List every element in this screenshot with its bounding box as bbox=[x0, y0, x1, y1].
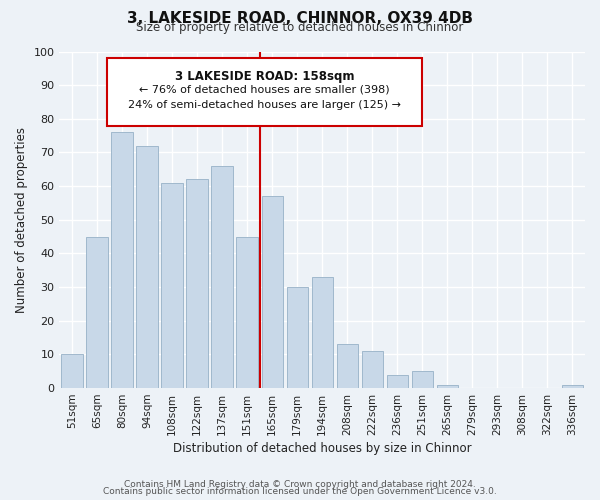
Bar bbox=[362, 351, 383, 388]
Bar bbox=[562, 384, 583, 388]
Text: 3 LAKESIDE ROAD: 158sqm: 3 LAKESIDE ROAD: 158sqm bbox=[175, 70, 354, 83]
Bar bbox=[187, 180, 208, 388]
Bar bbox=[136, 146, 158, 388]
Bar bbox=[112, 132, 133, 388]
Bar bbox=[211, 166, 233, 388]
Bar bbox=[262, 196, 283, 388]
Y-axis label: Number of detached properties: Number of detached properties bbox=[15, 127, 28, 313]
FancyBboxPatch shape bbox=[107, 58, 422, 126]
Bar bbox=[386, 374, 408, 388]
Text: 24% of semi-detached houses are larger (125) →: 24% of semi-detached houses are larger (… bbox=[128, 100, 401, 110]
Bar bbox=[161, 183, 182, 388]
Text: Contains HM Land Registry data © Crown copyright and database right 2024.: Contains HM Land Registry data © Crown c… bbox=[124, 480, 476, 489]
Bar bbox=[412, 371, 433, 388]
Text: Contains public sector information licensed under the Open Government Licence v3: Contains public sector information licen… bbox=[103, 487, 497, 496]
Bar bbox=[61, 354, 83, 388]
Bar bbox=[337, 344, 358, 388]
Bar bbox=[236, 236, 258, 388]
Bar bbox=[287, 287, 308, 388]
Bar bbox=[311, 277, 333, 388]
Text: ← 76% of detached houses are smaller (398): ← 76% of detached houses are smaller (39… bbox=[139, 84, 390, 94]
Bar bbox=[86, 236, 107, 388]
Text: 3, LAKESIDE ROAD, CHINNOR, OX39 4DB: 3, LAKESIDE ROAD, CHINNOR, OX39 4DB bbox=[127, 11, 473, 26]
X-axis label: Distribution of detached houses by size in Chinnor: Distribution of detached houses by size … bbox=[173, 442, 472, 455]
Bar bbox=[437, 384, 458, 388]
Text: Size of property relative to detached houses in Chinnor: Size of property relative to detached ho… bbox=[136, 22, 464, 35]
